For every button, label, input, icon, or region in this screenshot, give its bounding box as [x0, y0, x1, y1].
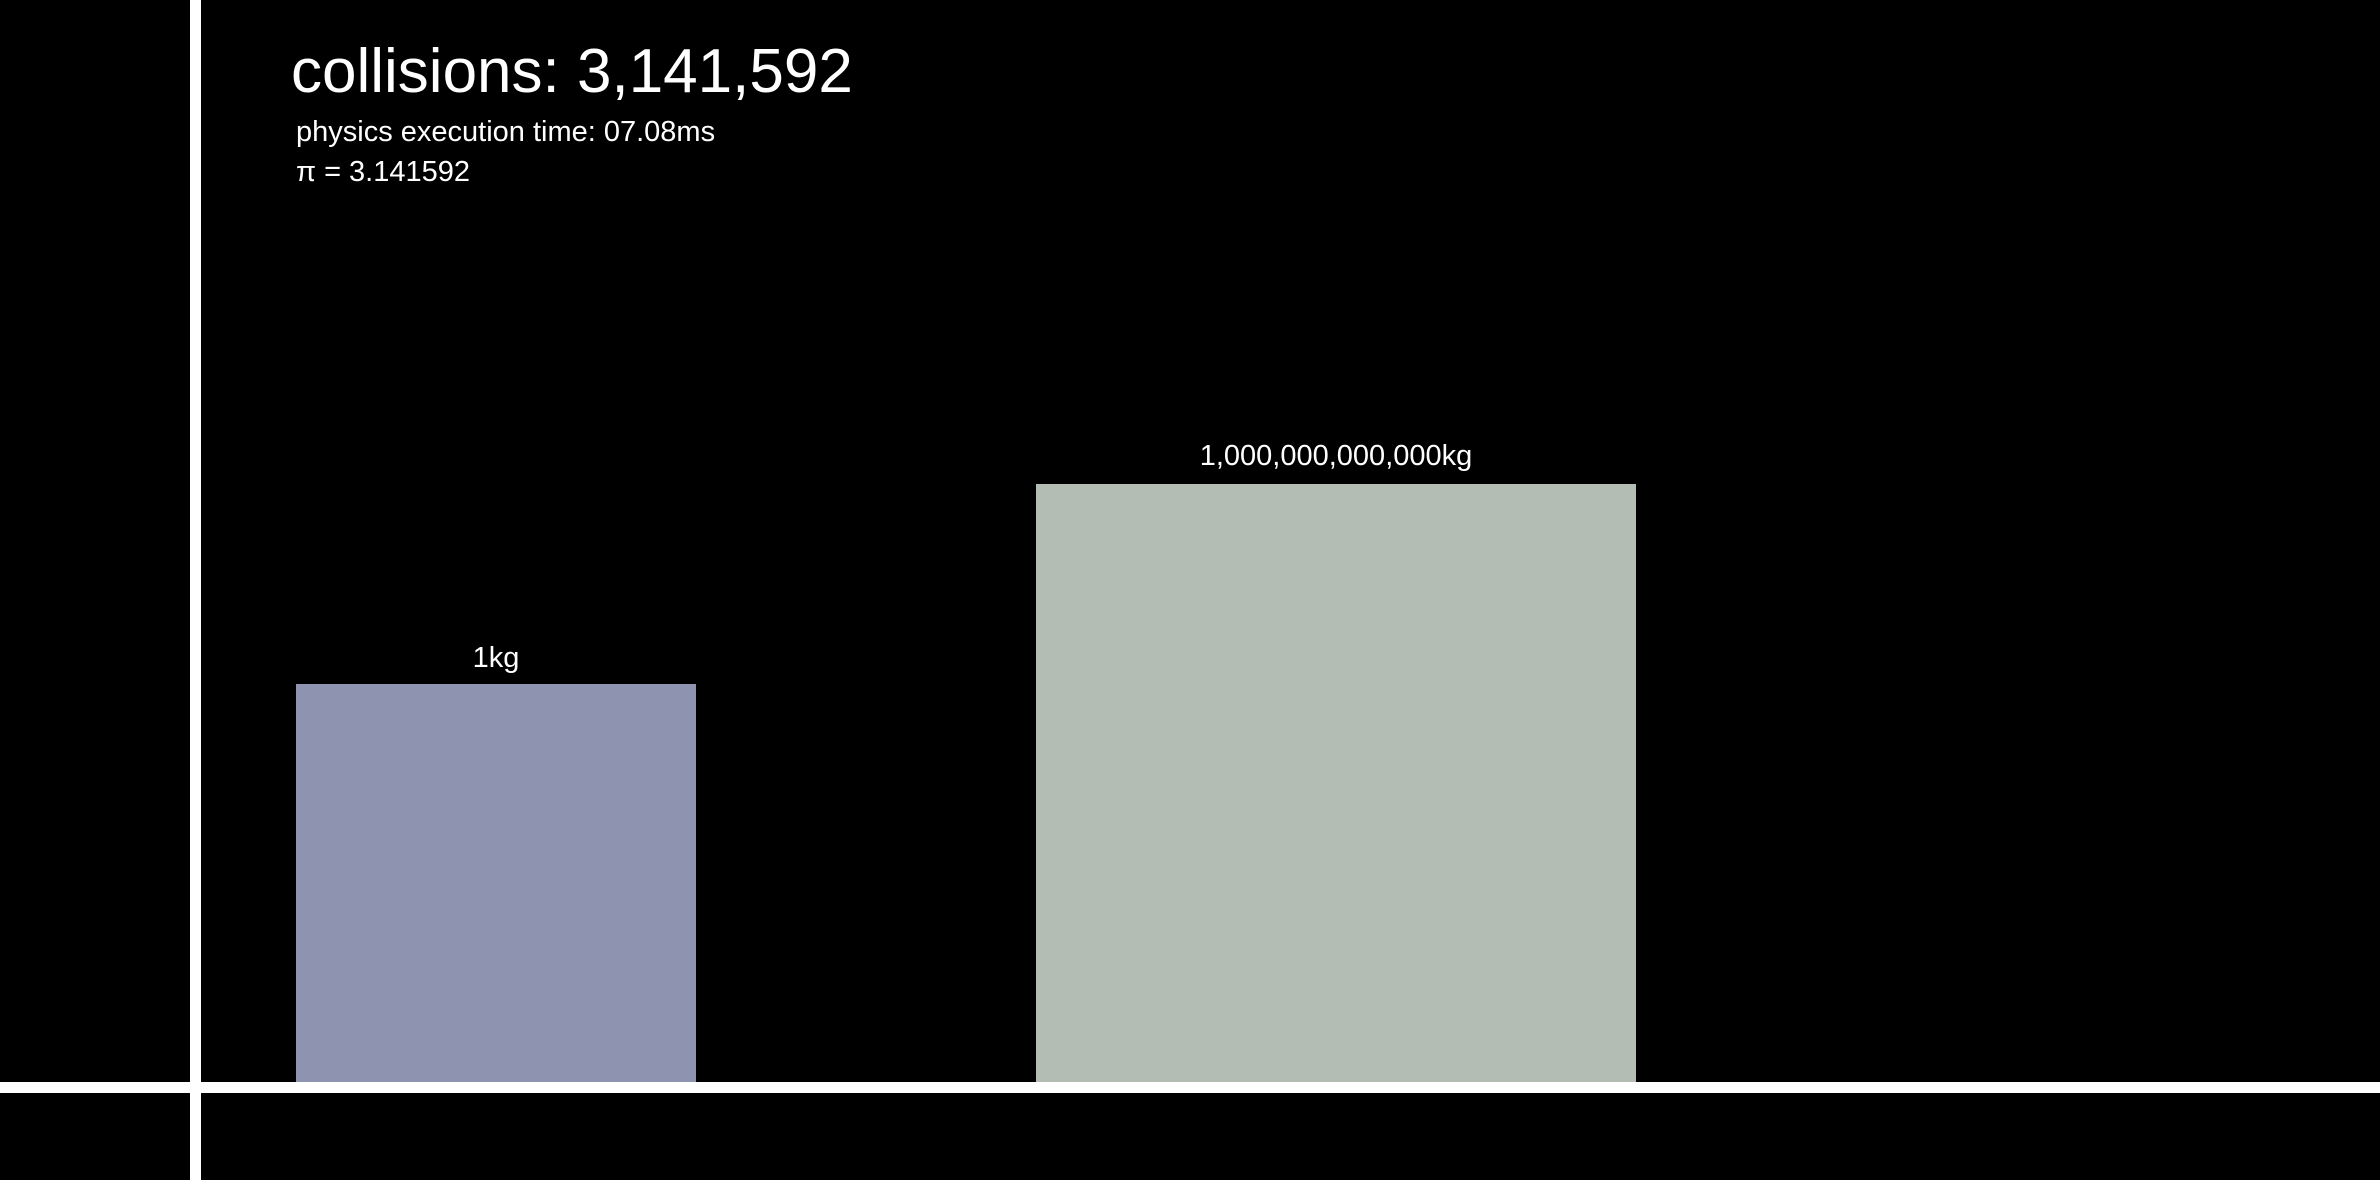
large-block-mass-label: 1,000,000,000,000kg — [1199, 440, 1473, 472]
pi-estimate: π = 3.141592 — [296, 156, 471, 188]
collisions-counter: collisions: 3,141,592 — [291, 37, 853, 106]
small-block-mass-label: 1kg — [472, 642, 520, 674]
left-wall — [190, 0, 201, 1180]
small-block — [296, 684, 696, 1082]
physics-execution-time: physics execution time: 07.08ms — [296, 116, 716, 148]
large-block — [1036, 484, 1636, 1082]
floor-line — [0, 1082, 2380, 1093]
